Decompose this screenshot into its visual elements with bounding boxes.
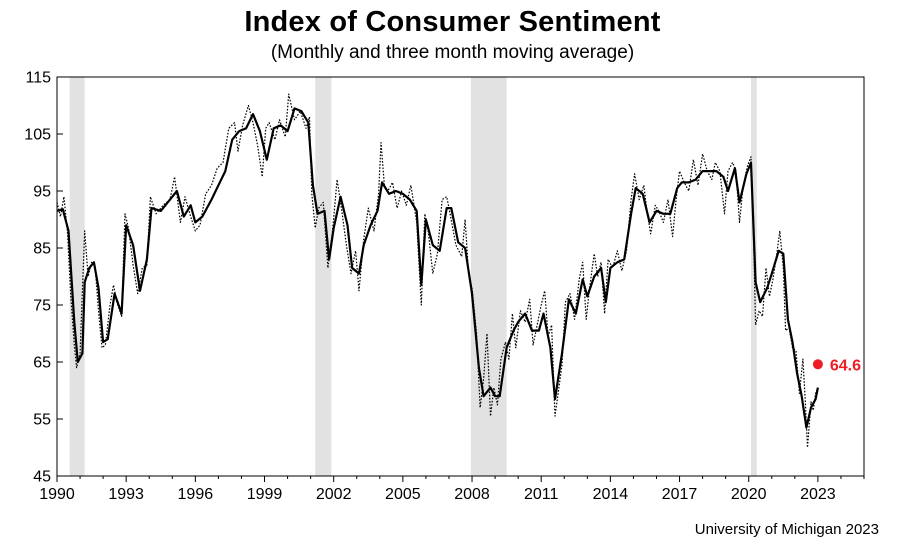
x-tick-label: 2014 <box>593 486 629 503</box>
series-lines <box>56 93 819 449</box>
x-tick-label: 1990 <box>39 486 75 503</box>
x-tick-label: 1999 <box>247 486 283 503</box>
chart-subtitle: (Monthly and three month moving average) <box>270 42 635 63</box>
series-line-monthly <box>56 93 819 449</box>
source-credit: University of Michigan 2023 <box>694 521 879 538</box>
x-tick-label: 1993 <box>108 486 144 503</box>
x-tick-label: 2017 <box>662 486 698 503</box>
y-tick-label: 75 <box>33 298 51 315</box>
x-tick-label: 2023 <box>800 486 836 503</box>
axes: 45 55 65 75 85 95 105 115 1990 1993 1996 1999 2002 20… <box>24 70 865 503</box>
plot-frame <box>56 76 865 477</box>
latest-value-label: 64.6 <box>830 357 861 374</box>
y-tick-label: 85 <box>33 241 51 258</box>
chart-title: Index of Consumer Sentiment <box>244 6 661 38</box>
recession-band <box>751 77 757 476</box>
latest-value-marker <box>812 359 823 370</box>
recession-bands <box>69 77 757 476</box>
y-tick-label: 45 <box>33 469 51 486</box>
x-tick-label: 2020 <box>731 486 767 503</box>
recession-band <box>470 77 507 476</box>
x-tick-label: 2005 <box>385 486 421 503</box>
x-tick-label: 2008 <box>454 486 490 503</box>
x-tick-label: 2002 <box>316 486 352 503</box>
annotations: 64.6 <box>812 357 861 374</box>
y-tick-label: 115 <box>25 70 51 87</box>
y-tick-label: 65 <box>33 355 51 372</box>
y-tick-label: 95 <box>33 184 51 201</box>
x-tick-label: 2011 <box>524 486 559 503</box>
recession-band <box>315 77 332 476</box>
x-tick-label: 1996 <box>178 486 214 503</box>
recession-band <box>69 77 85 476</box>
y-tick-label: 55 <box>33 412 51 429</box>
y-tick-label: 105 <box>24 127 51 144</box>
